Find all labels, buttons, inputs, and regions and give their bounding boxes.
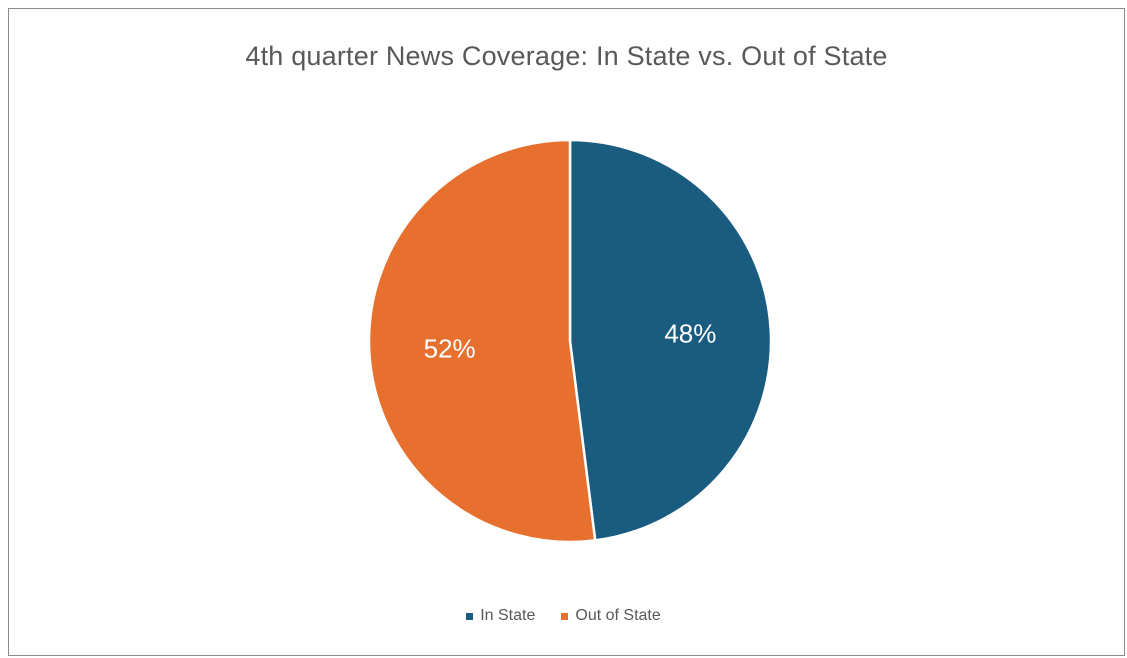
pie-slices [367, 138, 773, 544]
legend-swatch-out-of-state [561, 612, 569, 620]
data-label-out-of-state: 52% [424, 334, 476, 364]
data-label-in-state: 48% [664, 318, 716, 348]
legend-item-out-of-state: Out of State [561, 607, 661, 625]
legend-item-in-state: In State [466, 607, 535, 625]
legend-label-out-of-state: Out of State [575, 607, 661, 624]
legend-label-in-state: In State [480, 607, 536, 624]
chart-title: 4th quarter News Coverage: In State vs. … [245, 41, 888, 71]
pie-data-labels: 48% 52% [424, 318, 717, 363]
legend-swatch-in-state [466, 612, 474, 620]
pie-slice-in-state [568, 138, 773, 542]
pie-slice-out-of-state [367, 138, 597, 544]
legend: In State Out of State [0, 607, 1127, 625]
